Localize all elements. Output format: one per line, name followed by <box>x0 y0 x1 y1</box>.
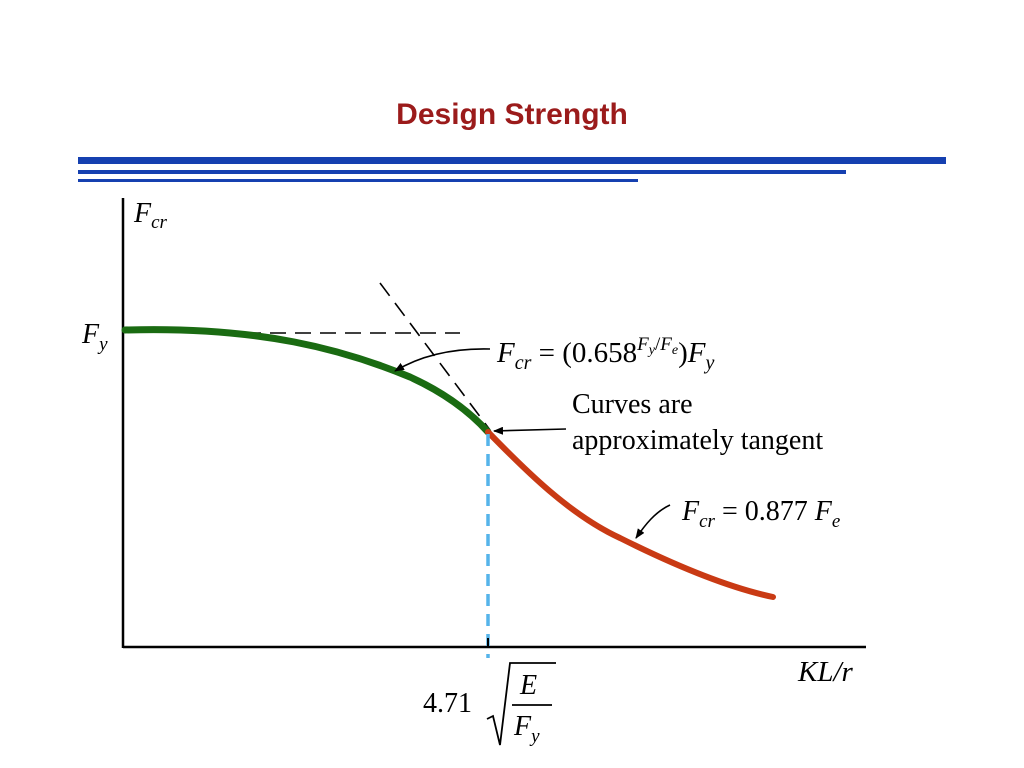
title-rule-middle <box>78 170 846 174</box>
elastic-equation: Fcr = 0.877 Fe <box>681 496 840 532</box>
x-axis-label: KL/r <box>797 656 854 688</box>
elastic-equation-arrow <box>635 504 671 539</box>
ratio-denominator: Fy <box>513 711 540 747</box>
tangent-note-line-1: Curves are <box>572 389 693 420</box>
slenderness-limit-label: 4.71 E Fy <box>423 662 556 747</box>
elastic-buckling-curve <box>485 429 776 600</box>
y-axis-label: Fcr <box>133 198 168 233</box>
inelastic-equation-arrow <box>394 348 491 372</box>
tangent-dashed-line <box>379 282 491 431</box>
inelastic-buckling-curve <box>121 326 492 436</box>
fy-tick-label: Fy <box>81 319 108 355</box>
slenderness-coefficient: 4.71 <box>423 688 472 719</box>
square-root-sign <box>486 662 556 746</box>
ratio-numerator: E <box>519 670 537 701</box>
tangent-note-arrow <box>493 426 567 435</box>
inelastic-equation: Fcr = (0.658Fy/Fe)Fy <box>496 334 714 374</box>
title-rule-thin <box>78 179 638 182</box>
slide-title: Design Strength <box>396 98 628 131</box>
title-rule-thick <box>78 157 946 164</box>
tangent-note-line-2: approximately tangent <box>572 425 823 456</box>
